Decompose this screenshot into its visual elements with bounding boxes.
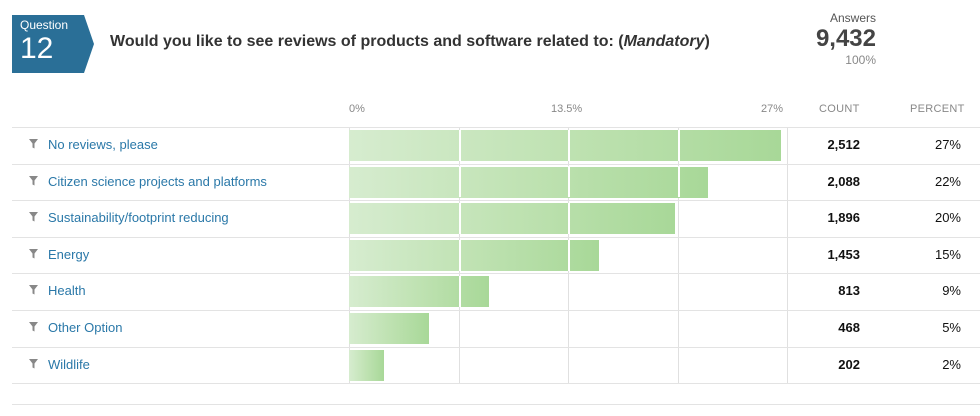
filter-icon[interactable] <box>29 285 39 295</box>
row-divider <box>12 310 980 311</box>
question-main-text: Would you like to see reviews of product… <box>110 33 624 50</box>
bar <box>349 203 675 234</box>
row-divider <box>12 164 980 165</box>
bar-separator <box>678 166 680 197</box>
bar <box>349 313 429 344</box>
bar-separator <box>568 240 570 271</box>
bar-separator <box>459 276 461 307</box>
bar-separator <box>459 130 461 161</box>
filter-icon[interactable] <box>29 176 39 186</box>
grid-line <box>787 127 788 383</box>
answers-percent: 100% <box>845 53 876 67</box>
percent-value: 9% <box>942 283 961 298</box>
category-label[interactable]: Other Option <box>48 320 123 335</box>
question-mandatory: Mandatory <box>623 33 705 50</box>
bar-separator <box>459 203 461 234</box>
x-tick-0: 0% <box>349 103 365 115</box>
bar <box>349 240 599 271</box>
count-value: 813 <box>838 283 860 298</box>
filter-icon[interactable] <box>29 249 39 259</box>
category-label[interactable]: Energy <box>48 247 90 262</box>
bar-separator <box>568 203 570 234</box>
count-value: 2,088 <box>827 174 860 189</box>
percent-value: 2% <box>942 357 961 372</box>
x-tick-2: 27% <box>761 103 784 115</box>
row-divider <box>12 200 980 201</box>
category-label[interactable]: Sustainability/footprint reducing <box>48 210 229 225</box>
row-divider <box>12 273 980 274</box>
row-divider <box>12 127 980 128</box>
question-badge: Question 12 <box>12 15 94 73</box>
question-text: Would you like to see reviews of product… <box>110 33 710 51</box>
filter-icon[interactable] <box>29 212 39 222</box>
filter-icon[interactable] <box>29 359 39 369</box>
grid-line <box>678 127 679 383</box>
bar <box>349 167 708 198</box>
percent-value: 15% <box>934 247 961 262</box>
percent-value: 27% <box>934 137 961 152</box>
filter-icon[interactable] <box>29 139 39 149</box>
bar <box>349 130 781 161</box>
x-tick-1: 13.5% <box>551 103 583 115</box>
bar-separator <box>459 166 461 197</box>
row-divider <box>12 347 980 348</box>
count-value: 2,512 <box>827 137 860 152</box>
percent-value: 5% <box>942 320 961 335</box>
answers-summary: Answers 9,432 100% <box>816 11 876 67</box>
percent-column-header: PERCENT <box>910 103 965 115</box>
category-label[interactable]: Health <box>48 283 86 298</box>
answers-label: Answers <box>829 11 876 25</box>
category-label[interactable]: Citizen science projects and platforms <box>48 174 267 189</box>
answers-count: 9,432 <box>815 25 876 52</box>
bar-separator <box>568 130 570 161</box>
percent-value: 22% <box>934 174 961 189</box>
count-value: 1,896 <box>827 210 860 225</box>
count-value: 468 <box>838 320 860 335</box>
bottom-divider <box>12 404 980 405</box>
badge-shape <box>12 15 94 73</box>
percent-value: 20% <box>934 210 961 225</box>
count-value: 202 <box>838 357 860 372</box>
row-divider <box>12 383 980 384</box>
question-number: 12 <box>20 32 54 65</box>
bar-separator <box>459 240 461 271</box>
count-column-header: COUNT <box>819 103 860 115</box>
category-label[interactable]: Wildlife <box>48 357 90 372</box>
filter-icon[interactable] <box>29 322 39 332</box>
count-value: 1,453 <box>827 247 860 262</box>
question-label: Question <box>20 18 69 32</box>
row-divider <box>12 237 980 238</box>
bar-separator <box>678 130 680 161</box>
category-label[interactable]: No reviews, please <box>48 137 158 152</box>
bar <box>349 350 384 381</box>
bar-separator <box>568 166 570 197</box>
bar <box>349 276 489 307</box>
question-close: ) <box>704 33 710 50</box>
